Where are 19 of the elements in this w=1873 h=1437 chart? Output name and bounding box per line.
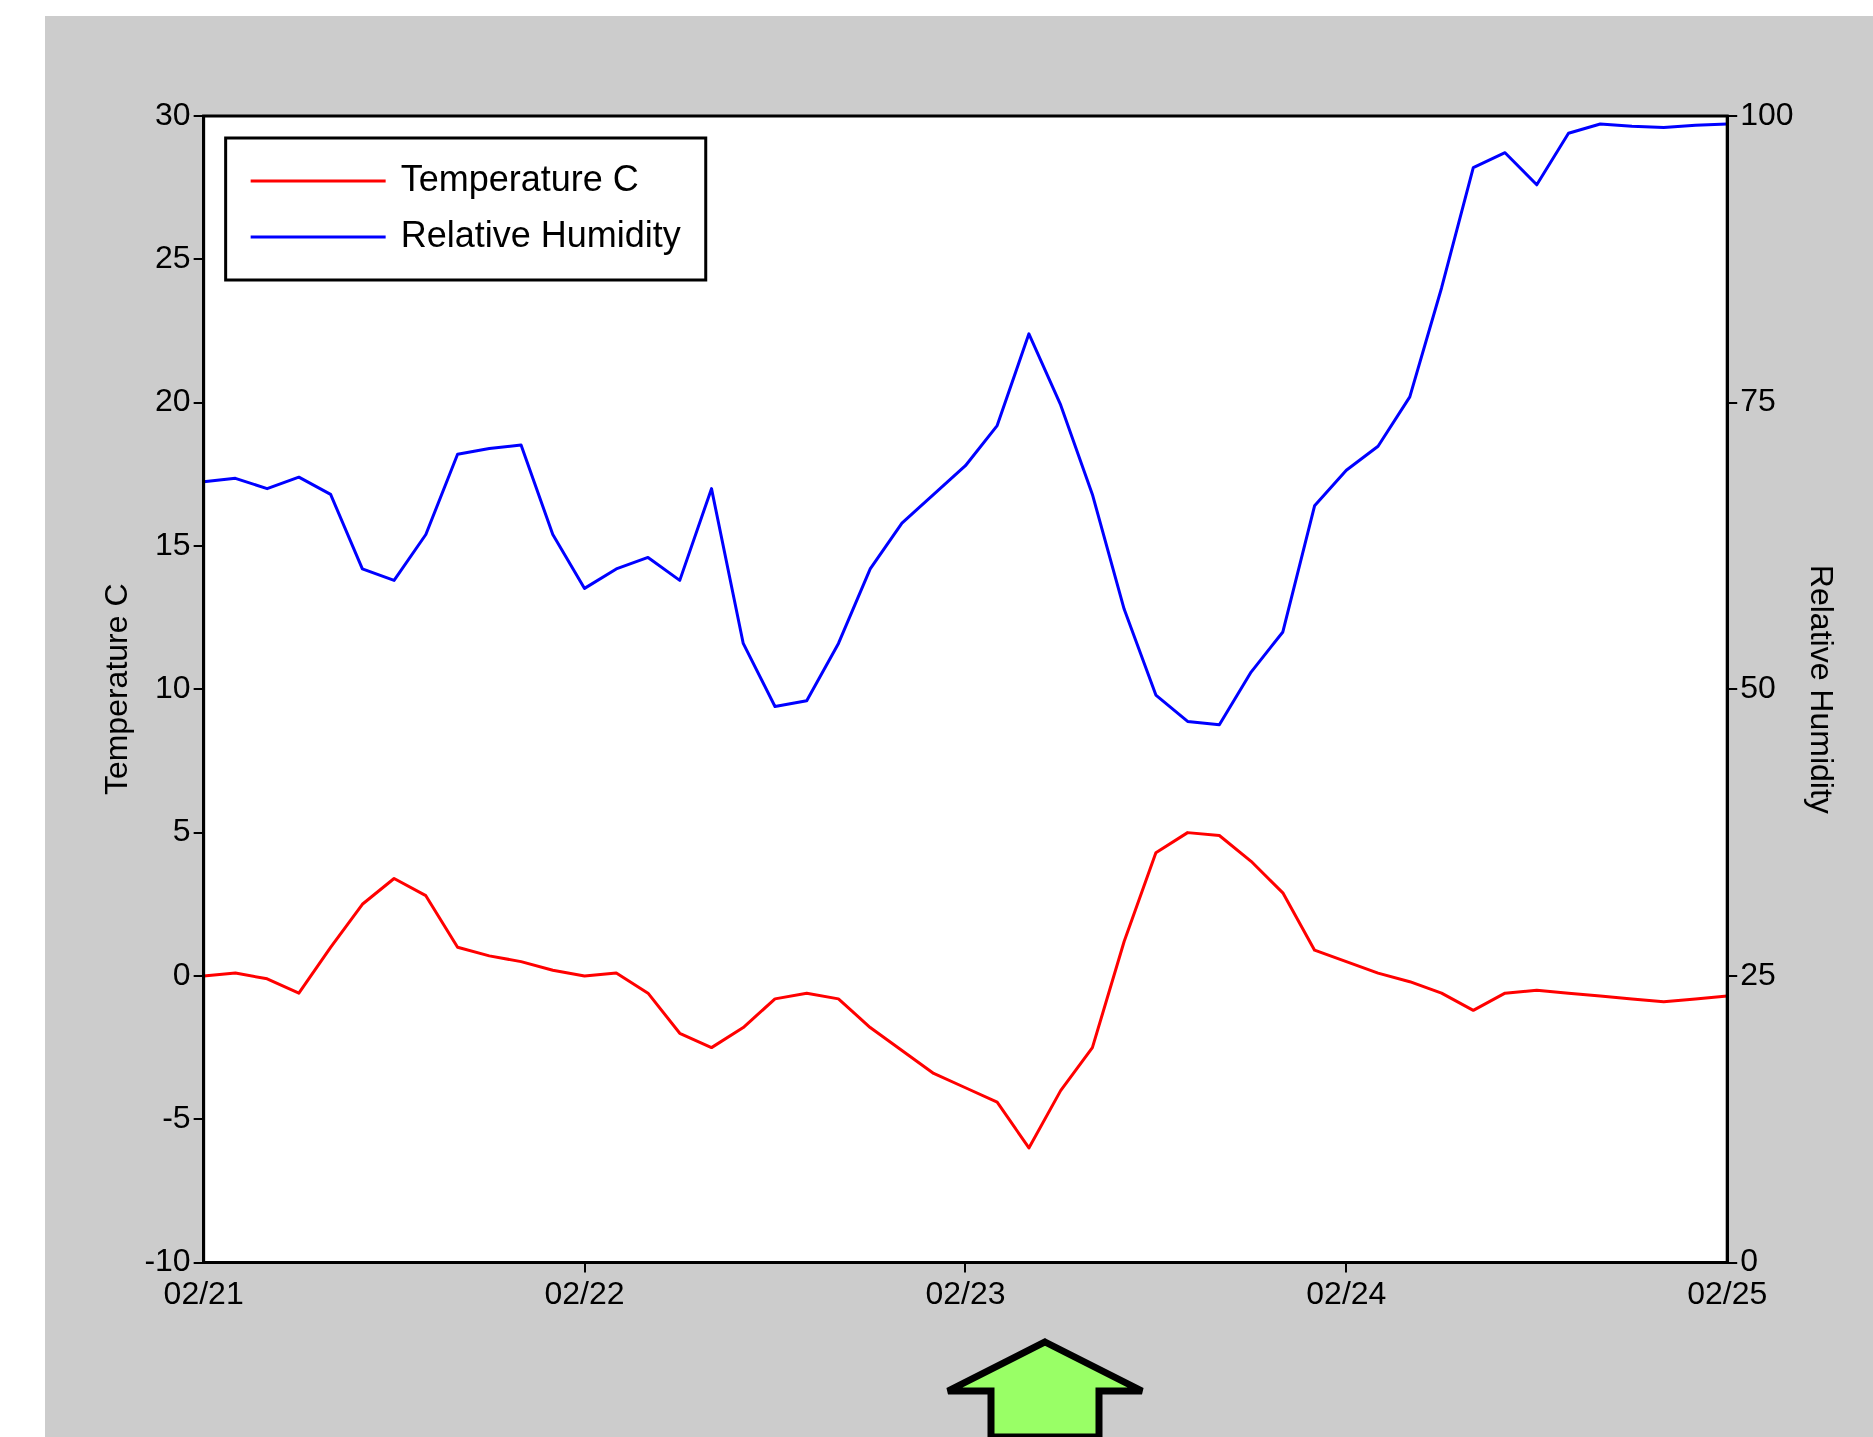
x-tick-label: 02/24 (1306, 1274, 1387, 1311)
y-tick-label: -5 (162, 1099, 191, 1136)
y-tick-label: 5 (172, 812, 191, 849)
x-tick-label: 02/22 (544, 1274, 625, 1311)
x-tick-label: 02/23 (925, 1274, 1006, 1311)
y-tick-label: 30 (155, 95, 191, 132)
y2-tick-label: 25 (1740, 955, 1776, 992)
y-tick-label: 25 (155, 239, 191, 276)
y-tick-label: 10 (155, 669, 191, 706)
y2-tick-label: 50 (1740, 669, 1776, 706)
y2-axis-title: Relative Humidity (1803, 564, 1840, 814)
legend-label: Temperature C (400, 157, 639, 199)
y-tick-label: 15 (155, 525, 191, 562)
legend-label: Relative Humidity (400, 213, 681, 255)
y-tick-label: 20 (155, 382, 191, 419)
y2-tick-label: 100 (1740, 95, 1794, 132)
y-axis-title: Temperature C (98, 583, 135, 796)
y-tick-label: 0 (172, 955, 191, 992)
y2-tick-label: 75 (1740, 382, 1776, 419)
